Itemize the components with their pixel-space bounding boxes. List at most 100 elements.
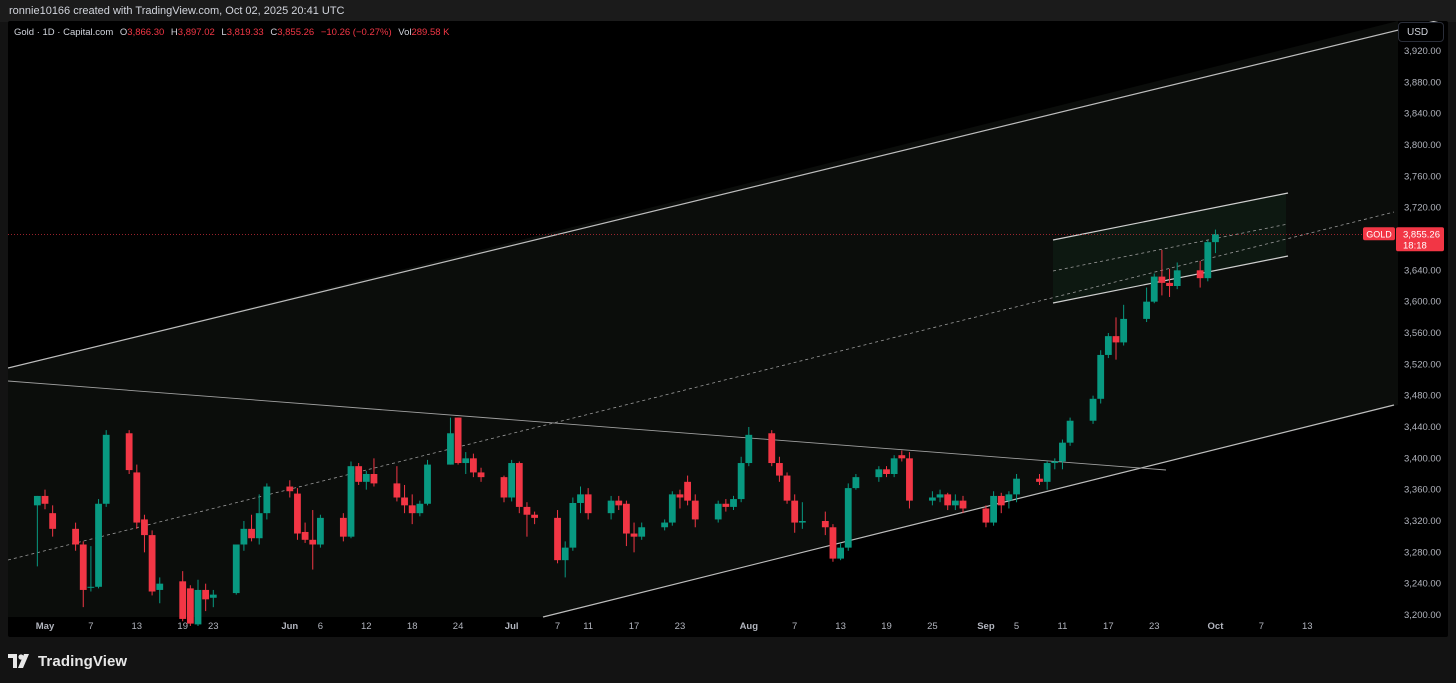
candle-body bbox=[355, 466, 363, 482]
candle bbox=[890, 455, 898, 478]
time-tick-label: 19 bbox=[881, 621, 892, 632]
candle-body bbox=[309, 539, 317, 545]
chart-frame[interactable]: 3,200.00 3,240.00 3,280.00 3,320.00 3,360.00… bbox=[8, 21, 1448, 637]
candle bbox=[1158, 249, 1166, 296]
candle-body bbox=[370, 474, 378, 484]
candle-body bbox=[156, 583, 164, 590]
time-tick-label: 17 bbox=[1103, 621, 1114, 632]
close-label: C bbox=[270, 27, 278, 38]
currency-button[interactable]: USD bbox=[1398, 22, 1444, 42]
candle bbox=[408, 494, 416, 525]
candle bbox=[1143, 287, 1150, 323]
tradingview-brand[interactable]: TradingView bbox=[8, 652, 127, 670]
candle-body bbox=[508, 463, 516, 498]
candle-body bbox=[286, 486, 294, 492]
candle-body bbox=[684, 481, 691, 501]
price-tick-label: 3,920.00 bbox=[1404, 46, 1441, 57]
candle-body bbox=[186, 588, 194, 624]
high-label: H bbox=[170, 27, 178, 38]
candle-body bbox=[1120, 318, 1128, 343]
candle bbox=[1043, 461, 1051, 490]
candle bbox=[883, 466, 890, 478]
candle-body bbox=[607, 500, 615, 514]
candle bbox=[156, 577, 164, 604]
candle bbox=[125, 430, 133, 474]
candle-body bbox=[294, 493, 301, 534]
candle bbox=[1166, 268, 1173, 297]
candle bbox=[951, 494, 959, 511]
attribution-text: ronnie10166 created with TradingView.com… bbox=[9, 5, 345, 17]
candle-body bbox=[33, 495, 41, 506]
candle-body bbox=[722, 503, 730, 507]
candle bbox=[875, 466, 883, 482]
time-tick-label: 13 bbox=[835, 621, 846, 632]
time-tick-label: Jul bbox=[505, 621, 519, 632]
candle bbox=[714, 500, 722, 523]
candle-body bbox=[623, 503, 630, 534]
price-tick-label: 3,280.00 bbox=[1404, 547, 1441, 558]
flag-upper-line bbox=[1052, 192, 1289, 241]
candle-body bbox=[584, 494, 592, 514]
candle bbox=[355, 463, 363, 485]
time-tick-label: 23 bbox=[1149, 621, 1160, 632]
candle bbox=[615, 495, 623, 511]
price-tag-countdown: 18:18 bbox=[1403, 240, 1427, 251]
candle bbox=[997, 492, 1005, 514]
price-tick-label: 3,480.00 bbox=[1404, 391, 1441, 402]
symbol-name[interactable]: Gold · 1D · Capital.com bbox=[14, 27, 114, 38]
candle-body bbox=[447, 433, 454, 465]
time-axis: May 7 13 19 23 Jun 6 12 18 24 Jul 7 11 17 23 Aug 7 13 19 25… bbox=[36, 621, 1313, 632]
candle-body bbox=[209, 594, 217, 598]
candle-body bbox=[661, 522, 669, 528]
time-tick-label: 23 bbox=[208, 621, 219, 632]
candlestick-chart[interactable]: 3,200.00 3,240.00 3,280.00 3,320.00 3,360.00… bbox=[8, 21, 1448, 637]
candle-body bbox=[951, 500, 959, 506]
candle bbox=[1013, 474, 1020, 503]
candle bbox=[906, 452, 913, 509]
change-value: −10.26 (−0.27%) bbox=[320, 27, 392, 38]
symbol-legend: Gold · 1D · Capital.com O3,866.30 H3,897… bbox=[14, 27, 450, 38]
time-tick-label: 7 bbox=[792, 621, 797, 632]
time-tick-label: 17 bbox=[629, 621, 640, 632]
candle bbox=[745, 427, 753, 467]
candle-body bbox=[906, 458, 913, 501]
candle bbox=[424, 459, 431, 506]
time-tick-label: 13 bbox=[1302, 621, 1313, 632]
trend-drawings bbox=[8, 21, 1439, 618]
candle bbox=[623, 500, 630, 547]
candle bbox=[676, 489, 684, 509]
candle bbox=[607, 495, 615, 520]
candles bbox=[33, 229, 1219, 626]
candle-body bbox=[95, 503, 102, 587]
candle-body bbox=[844, 488, 852, 548]
candle bbox=[102, 430, 110, 507]
candle bbox=[684, 475, 691, 506]
candle-body bbox=[1097, 354, 1105, 399]
candle bbox=[515, 461, 523, 514]
candle-body bbox=[79, 544, 87, 590]
candle-body bbox=[454, 417, 462, 464]
candle bbox=[1097, 350, 1105, 404]
candle-body bbox=[798, 521, 806, 523]
time-tick-label: 11 bbox=[1058, 621, 1068, 632]
candle-body bbox=[339, 517, 347, 537]
candle bbox=[133, 464, 141, 529]
candle-body bbox=[255, 513, 263, 539]
price-tick-label: 3,320.00 bbox=[1404, 516, 1441, 527]
candle bbox=[362, 470, 370, 490]
time-tick-label: 13 bbox=[132, 621, 143, 632]
flag-median-line bbox=[1052, 223, 1289, 272]
candle-body bbox=[72, 528, 79, 545]
candle-body bbox=[829, 527, 837, 559]
attribution-bar: ronnie10166 created with TradingView.com… bbox=[0, 0, 1456, 22]
candle-body bbox=[630, 533, 638, 537]
time-tick-label: 7 bbox=[88, 621, 93, 632]
price-tick-label: 3,880.00 bbox=[1404, 77, 1441, 88]
candle-body bbox=[194, 589, 202, 625]
candle bbox=[87, 546, 95, 592]
candle-body bbox=[477, 472, 485, 478]
candle bbox=[898, 450, 906, 462]
candle bbox=[339, 513, 347, 542]
price-tick-label: 3,400.00 bbox=[1404, 453, 1441, 464]
